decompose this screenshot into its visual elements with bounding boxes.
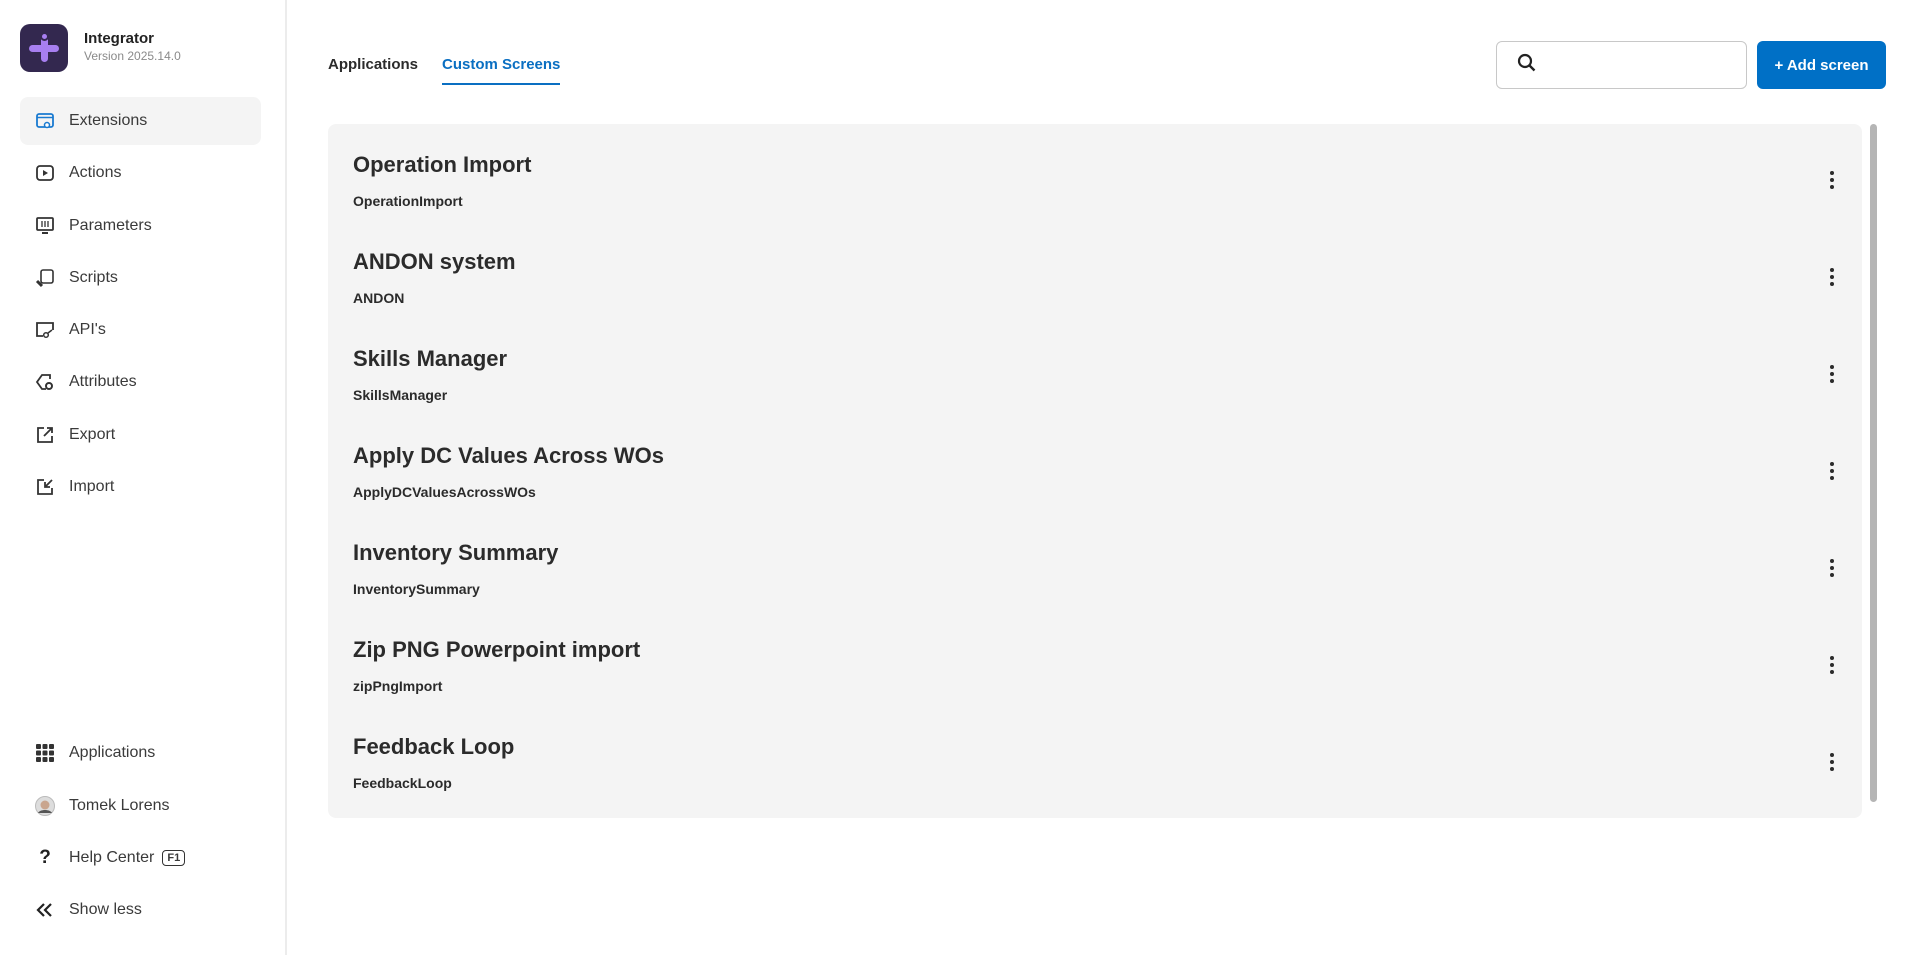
sidebar-item-label: Attributes — [69, 373, 137, 390]
more-options-icon[interactable] — [1824, 459, 1840, 483]
screen-list: Operation Import OperationImport ANDON s… — [328, 124, 1862, 928]
user-name: Tomek Lorens — [69, 797, 170, 814]
screen-name: SkillsManager — [353, 387, 448, 403]
double-chevron-left-icon — [35, 900, 55, 920]
tab-custom-screens[interactable]: Custom Screens — [442, 56, 561, 85]
attributes-icon — [35, 372, 55, 392]
sidebar-item-apis[interactable]: API's — [20, 306, 261, 354]
show-less-label: Show less — [69, 901, 142, 918]
more-options-icon[interactable] — [1824, 653, 1840, 677]
more-options-icon[interactable] — [1824, 168, 1840, 192]
screen-title: Feedback Loop — [353, 734, 515, 759]
app-title: Integrator — [84, 30, 155, 47]
play-icon — [35, 163, 55, 183]
question-icon: ? — [39, 847, 51, 868]
integrator-logo — [20, 24, 68, 72]
sidebar-item-actions[interactable]: Actions — [20, 149, 261, 197]
screen-name: InventorySummary — [353, 581, 480, 597]
tab-applications[interactable]: Applications — [328, 56, 419, 73]
search-input[interactable] — [1549, 56, 1739, 74]
sidebar-item-label: Extensions — [69, 112, 148, 129]
sidebar-item-label: Parameters — [69, 217, 152, 234]
screen-title: Zip PNG Powerpoint import — [353, 637, 641, 662]
sidebar-item-import[interactable]: Import — [20, 463, 261, 511]
sidebar-item-export[interactable]: Export — [20, 411, 261, 459]
sidebar-item-label: Import — [69, 478, 115, 495]
screen-name: ApplyDCValuesAcrossWOs — [353, 484, 536, 500]
grid-icon — [35, 743, 55, 763]
screen-title: ANDON system — [353, 249, 516, 274]
sidebar-item-label: Export — [69, 426, 116, 443]
more-options-icon[interactable] — [1824, 362, 1840, 386]
sidebar: Integrator Version 2025.14.0 Extensions … — [0, 0, 287, 955]
screen-card[interactable]: Skills Manager SkillsManager — [328, 318, 1862, 430]
sidebar-item-scripts[interactable]: Scripts — [20, 254, 261, 302]
more-options-icon[interactable] — [1824, 265, 1840, 289]
sidebar-item-attributes[interactable]: Attributes — [20, 358, 261, 406]
avatar — [35, 796, 55, 816]
search-icon — [1517, 53, 1537, 78]
screen-card[interactable]: Feedback Loop FeedbackLoop — [328, 706, 1862, 818]
sidebar-item-label: Actions — [69, 164, 122, 181]
more-options-icon[interactable] — [1824, 556, 1840, 580]
help-shortcut-badge: F1 — [162, 850, 186, 866]
scrollbar[interactable] — [1870, 124, 1877, 802]
sidebar-show-less[interactable]: Show less — [20, 886, 261, 934]
sidebar-item-label: API's — [69, 321, 106, 338]
search-box[interactable] — [1496, 41, 1747, 89]
screen-name: FeedbackLoop — [353, 775, 452, 791]
sidebar-item-parameters[interactable]: Parameters — [20, 202, 261, 250]
parameters-icon — [35, 216, 55, 236]
screen-title: Inventory Summary — [353, 540, 559, 565]
scripts-icon — [35, 268, 55, 288]
screen-title: Skills Manager — [353, 346, 508, 371]
screen-card[interactable]: Zip PNG Powerpoint import zipPngImport — [328, 609, 1862, 721]
extensions-icon — [35, 111, 55, 131]
tab-bar: Applications Custom Screens — [328, 56, 561, 85]
sidebar-item-label: Scripts — [69, 269, 118, 286]
export-icon — [35, 425, 55, 445]
screen-title: Operation Import — [353, 152, 532, 177]
screen-title: Apply DC Values Across WOs — [353, 443, 664, 468]
add-screen-button[interactable]: + Add screen — [1757, 41, 1886, 89]
sidebar-user[interactable]: Tomek Lorens — [20, 782, 261, 830]
help-center-label: Help Center — [69, 849, 155, 866]
screen-card[interactable]: Inventory Summary InventorySummary — [328, 512, 1862, 624]
screen-name: OperationImport — [353, 193, 463, 209]
screen-card[interactable]: Operation Import OperationImport — [328, 124, 1862, 236]
api-icon — [35, 320, 55, 340]
import-icon — [35, 477, 55, 497]
sidebar-help-center[interactable]: ? Help Center F1 — [20, 834, 261, 882]
screen-name: ANDON — [353, 290, 405, 306]
more-options-icon[interactable] — [1824, 750, 1840, 774]
screen-card[interactable]: Apply DC Values Across WOs ApplyDCValues… — [328, 415, 1862, 527]
app-version: Version 2025.14.0 — [84, 49, 181, 63]
sidebar-item-extensions[interactable]: Extensions — [20, 97, 261, 145]
screen-name: zipPngImport — [353, 678, 443, 694]
screen-card[interactable]: ANDON system ANDON — [328, 221, 1862, 333]
sidebar-applications-label: Applications — [69, 744, 156, 761]
sidebar-applications[interactable]: Applications — [20, 729, 261, 777]
